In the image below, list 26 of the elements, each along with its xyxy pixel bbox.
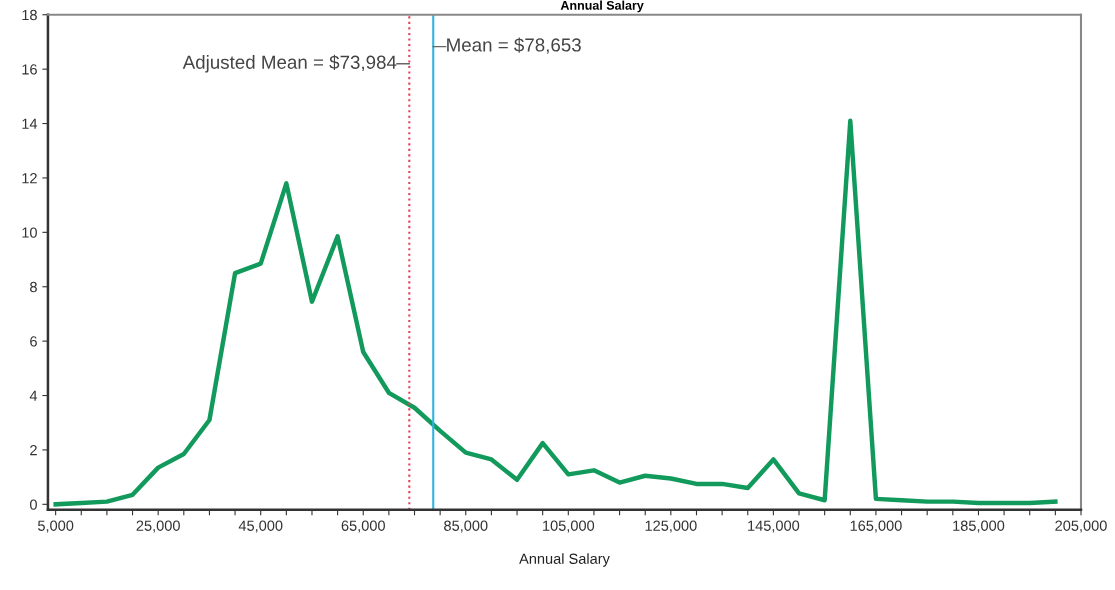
- chart-title: Annual Salary: [560, 0, 644, 13]
- x-tick-label: 85,000: [444, 520, 488, 533]
- y-tick-label: 0: [29, 499, 37, 510]
- x-tick-label: 165,000: [850, 520, 902, 533]
- x-tick-label: 105,000: [543, 520, 595, 533]
- y-tick-label: 2: [30, 445, 37, 456]
- x-tick-label: 205,000: [1055, 520, 1107, 533]
- x-axis-title: Annual Salary: [519, 553, 610, 567]
- y-tick-label: 6: [30, 336, 37, 347]
- x-tick-label: 185,000: [953, 520, 1005, 533]
- x-tick-label: 25,000: [136, 520, 180, 533]
- x-tick-label: 125,000: [645, 520, 697, 533]
- y-tick-label: 10: [22, 227, 37, 238]
- x-tick-label: 5,000: [37, 520, 74, 533]
- y-tick-label: 18: [22, 9, 37, 21]
- y-tick-label: 14: [22, 118, 38, 129]
- x-tick-label: 145,000: [748, 520, 800, 533]
- x-tick-label: 45,000: [238, 520, 283, 533]
- ref-line-label: Mean = $78,653: [447, 37, 581, 54]
- y-tick-label: 4: [29, 390, 38, 401]
- y-tick-label: 8: [30, 281, 37, 293]
- line-series: [53, 118, 1058, 507]
- y-tick-label: 12: [22, 173, 37, 184]
- ref-line-label: Adjusted Mean = $73,984: [182, 54, 397, 73]
- y-tick-label: 16: [22, 64, 37, 75]
- x-tick-label: 65,000: [341, 520, 385, 533]
